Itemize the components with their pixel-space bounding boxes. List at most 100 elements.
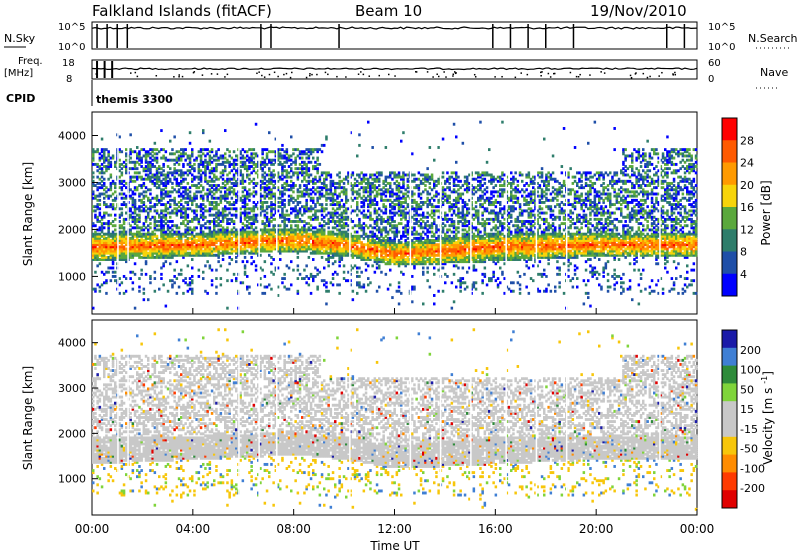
power-cell: [219, 239, 223, 242]
power-cell: [375, 260, 379, 264]
power-cell: [213, 207, 216, 211]
power-cell: [188, 251, 192, 255]
power-cell: [180, 175, 183, 179]
power-cell: [340, 258, 344, 261]
power-cell: [272, 272, 275, 276]
power-cell: [307, 194, 311, 198]
power-cell: [276, 266, 280, 270]
power-cell: [298, 207, 302, 211]
power-cell: [94, 243, 97, 247]
power-cell: [208, 179, 212, 183]
power-cell: [367, 186, 370, 190]
power-cell: [239, 236, 242, 240]
power-cell: [151, 243, 154, 247]
power-cell: [336, 253, 339, 257]
power-cell: [100, 224, 104, 228]
power-cell: [107, 205, 110, 209]
power-cell: [221, 220, 225, 223]
power-cell: [160, 228, 163, 232]
power-cell: [428, 241, 432, 245]
power-cell: [239, 171, 242, 175]
power-cell: [351, 209, 355, 213]
power-cell: [149, 152, 152, 156]
power-cell: [307, 179, 311, 183]
power-cell: [413, 251, 416, 255]
power-cell: [114, 181, 117, 185]
power-cell: [345, 211, 348, 215]
nave-point: [672, 74, 674, 76]
power-cell: [320, 209, 324, 213]
power-cell: [373, 186, 377, 190]
power-cell: [441, 186, 445, 190]
power-cell: [305, 152, 308, 156]
power-cell: [111, 270, 115, 274]
power-cell: [105, 203, 108, 207]
power-cell: [162, 230, 165, 234]
power-cell: [228, 262, 231, 266]
power-cell: [261, 201, 264, 204]
power-cell: [329, 179, 333, 183]
power-cell: [444, 239, 447, 242]
power-cell: [204, 209, 207, 213]
power-cell: [153, 165, 157, 168]
power-cell: [206, 165, 209, 168]
power-cell: [120, 247, 124, 251]
power-cell: [323, 228, 326, 232]
power-cell: [292, 234, 295, 238]
power-cell: [206, 152, 209, 156]
nave-point: [261, 74, 263, 77]
power-cell: [265, 211, 269, 215]
power-cell: [364, 232, 368, 236]
power-cell: [107, 213, 110, 217]
power-cell: [382, 260, 385, 264]
power-cell: [400, 270, 403, 274]
power-cell: [417, 239, 421, 242]
power-cell: [316, 268, 319, 272]
power-cell: [177, 209, 181, 213]
power-cell: [129, 245, 132, 249]
power-cell: [177, 230, 181, 234]
power-cell: [417, 247, 421, 251]
power-cell: [197, 175, 201, 179]
power-cell: [199, 236, 203, 240]
power-cell: [325, 198, 328, 202]
power-cell: [166, 201, 170, 204]
power-cell: [142, 251, 146, 255]
power-cell: [175, 209, 179, 213]
power-cell: [265, 230, 269, 234]
power-cell: [164, 156, 168, 160]
power-cell: [360, 224, 363, 228]
power-cell: [320, 228, 324, 232]
power-cell: [125, 241, 128, 245]
power-cell: [96, 283, 99, 287]
power-cell: [413, 232, 416, 236]
power-cell: [129, 236, 132, 240]
power-cell: [419, 217, 423, 221]
power-cell: [353, 264, 357, 268]
power-cell: [230, 169, 234, 173]
power-cell: [404, 228, 407, 232]
power-cell: [261, 205, 264, 209]
power-cell: [298, 167, 302, 171]
power-cell: [100, 217, 104, 221]
power-cell: [345, 201, 348, 204]
power-cell: [345, 251, 348, 255]
power-cell: [424, 224, 427, 228]
power-cell: [263, 243, 267, 247]
power-cell: [342, 211, 346, 215]
power-cell: [274, 209, 278, 213]
power-cell: [411, 241, 414, 245]
power-cell: [235, 260, 238, 264]
power-cell: [182, 196, 185, 200]
power-cell: [294, 247, 297, 251]
power-cell: [415, 251, 418, 255]
power-cell: [182, 162, 185, 166]
power-cell: [270, 160, 273, 164]
power-cell: [221, 177, 225, 181]
power-cell: [334, 190, 337, 194]
power-cell: [177, 245, 181, 249]
power-cell: [296, 209, 300, 213]
power-cell: [367, 264, 370, 268]
power-cell: [140, 243, 143, 247]
power-cell: [224, 243, 227, 247]
